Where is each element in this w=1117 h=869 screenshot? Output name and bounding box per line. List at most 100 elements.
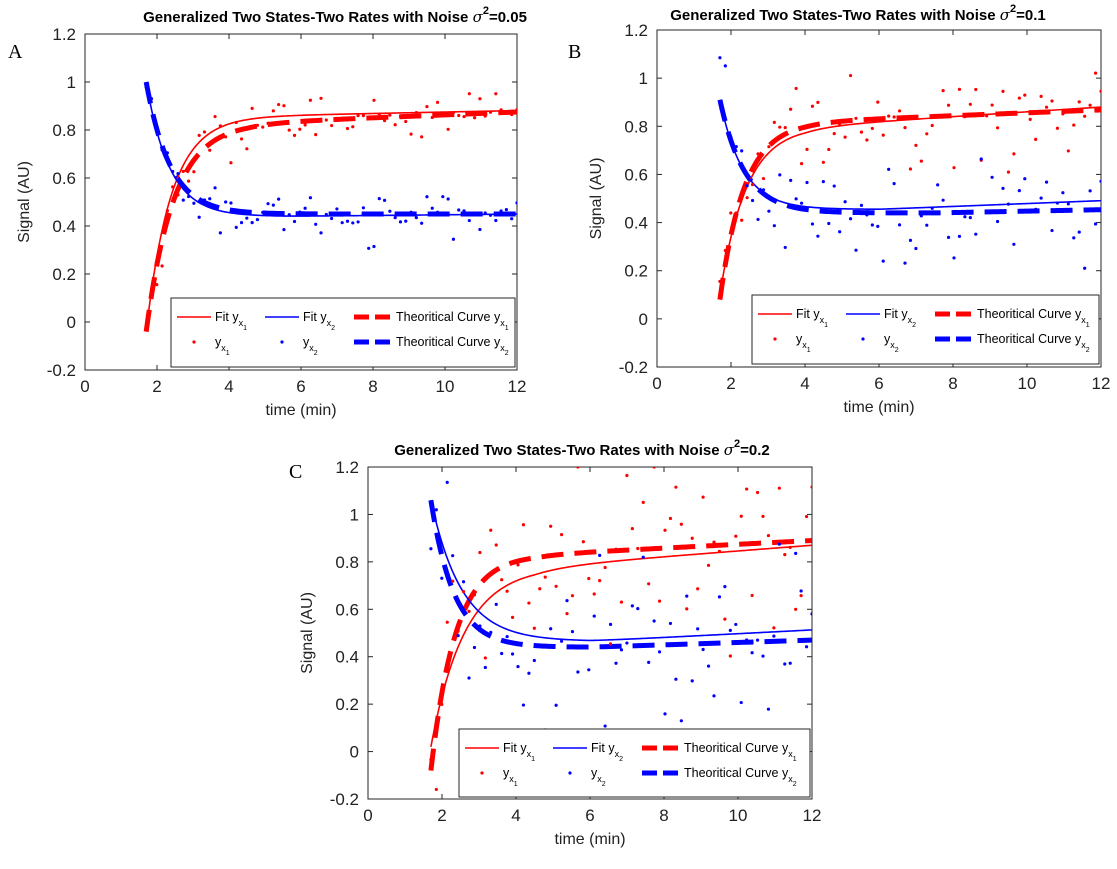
data-point-x2 [603, 724, 607, 728]
data-point-x1 [761, 514, 765, 518]
data-point-x1 [197, 133, 201, 137]
data-point-x1 [388, 113, 392, 117]
legend-label: Theoritical Curve yx2 [684, 766, 797, 788]
legend-label: yx1 [796, 332, 811, 354]
data-point-x2 [881, 259, 885, 263]
data-point-x1 [549, 524, 553, 528]
legend-label-main: Fit y [303, 310, 327, 324]
data-point-x1 [1061, 112, 1065, 116]
data-point-x2 [772, 634, 776, 638]
legend-label: Fit yx1 [796, 307, 828, 329]
data-point-x2 [789, 178, 793, 183]
data-point-x2 [805, 180, 809, 185]
data-point-x2 [494, 602, 498, 607]
data-point-x2 [559, 639, 564, 643]
data-point-x1 [208, 148, 212, 152]
data-point-x1 [740, 218, 744, 222]
data-point-x2 [292, 219, 297, 224]
fit-curve-x1 [430, 544, 812, 747]
y-axis-label: Signal (AU) [16, 161, 33, 243]
data-point-x2 [990, 175, 994, 179]
data-point-x2 [356, 220, 360, 224]
y-tick-label: 1.2 [52, 25, 76, 44]
data-point-x2 [592, 614, 596, 618]
data-point-x1 [261, 125, 265, 129]
data-point-x2 [451, 237, 456, 241]
y-tick-label: 0.4 [335, 648, 359, 667]
data-point-x2 [521, 703, 526, 707]
legend-label-subsub: 1 [226, 350, 230, 357]
legend-swatch-points-x1 [773, 337, 777, 341]
data-point-x1 [805, 147, 809, 151]
data-point-x1 [870, 126, 874, 131]
data-point-x1 [434, 787, 438, 792]
data-point-x1 [314, 133, 318, 137]
data-point-x2 [930, 206, 934, 210]
data-point-x2 [674, 677, 678, 681]
data-point-x1 [755, 490, 760, 495]
data-point-x1 [827, 147, 831, 152]
data-point-x1 [772, 626, 776, 630]
data-point-x1 [767, 145, 771, 149]
data-point-x1 [510, 615, 515, 619]
data-point-x1 [718, 279, 722, 284]
data-point-x2 [351, 221, 355, 225]
data-point-x2 [467, 676, 471, 680]
data-point-x1 [778, 125, 782, 129]
data-point-x1 [271, 109, 275, 113]
data-point-x2 [372, 244, 376, 249]
data-point-x2 [515, 201, 517, 205]
data-point-x1 [298, 127, 302, 131]
data-point-x1 [340, 118, 344, 122]
legend-label-main: Theoritical Curve y [396, 335, 501, 349]
data-point-x1 [919, 159, 923, 163]
fit-curve-x2 [719, 99, 1101, 211]
legend-label-sub: x [788, 774, 793, 784]
legend-label: Theoritical Curve yx1 [977, 307, 1090, 329]
data-point-x1 [892, 115, 896, 119]
data-point-x2 [398, 220, 403, 224]
data-point-x1 [1099, 89, 1101, 93]
data-point-x1 [772, 120, 776, 124]
data-point-x1 [745, 196, 749, 200]
legend-label-sub: x [327, 318, 332, 328]
data-point-x2 [218, 231, 222, 235]
data-point-x1 [908, 167, 913, 171]
y-axis-label: Signal (AU) [588, 158, 605, 240]
data-point-x2 [619, 648, 624, 652]
data-point-x2 [608, 622, 613, 626]
legend-swatch-points-x1 [192, 340, 196, 344]
data-point-x2 [859, 203, 864, 207]
data-point-x2 [340, 221, 344, 225]
data-point-x2 [462, 209, 466, 213]
y-tick-label: 0 [639, 310, 648, 329]
data-point-x2 [434, 508, 438, 512]
data-point-x1 [925, 132, 929, 136]
x-tick-label: 0 [652, 374, 661, 393]
data-point-x2 [1023, 177, 1027, 181]
data-point-x2 [729, 135, 733, 139]
data-point-x2 [1066, 202, 1070, 206]
chart-title-text: Generalized Two States-Two Rates with No… [670, 7, 1000, 24]
data-point-x1 [494, 92, 498, 96]
data-point-x2 [435, 210, 440, 214]
data-point-x1 [750, 182, 755, 187]
x-tick-label: 6 [585, 806, 594, 825]
x-tick-label: 8 [368, 377, 377, 396]
data-point-x1 [160, 264, 164, 268]
data-point-x1 [690, 536, 694, 540]
data-point-x1 [668, 516, 673, 521]
legend-label: Fit yx2 [591, 741, 623, 763]
data-point-x1 [234, 120, 238, 125]
data-point-x2 [1083, 266, 1087, 270]
x-axis-label: time (min) [843, 399, 914, 416]
data-point-x2 [271, 203, 275, 207]
data-point-x1 [181, 169, 185, 173]
legend-label: Fit yx1 [503, 741, 535, 763]
data-point-x2 [494, 218, 498, 223]
data-point-x1 [1055, 126, 1060, 130]
data-point-x2 [625, 641, 629, 645]
data-point-x2 [261, 210, 265, 214]
data-point-x1 [478, 97, 482, 101]
